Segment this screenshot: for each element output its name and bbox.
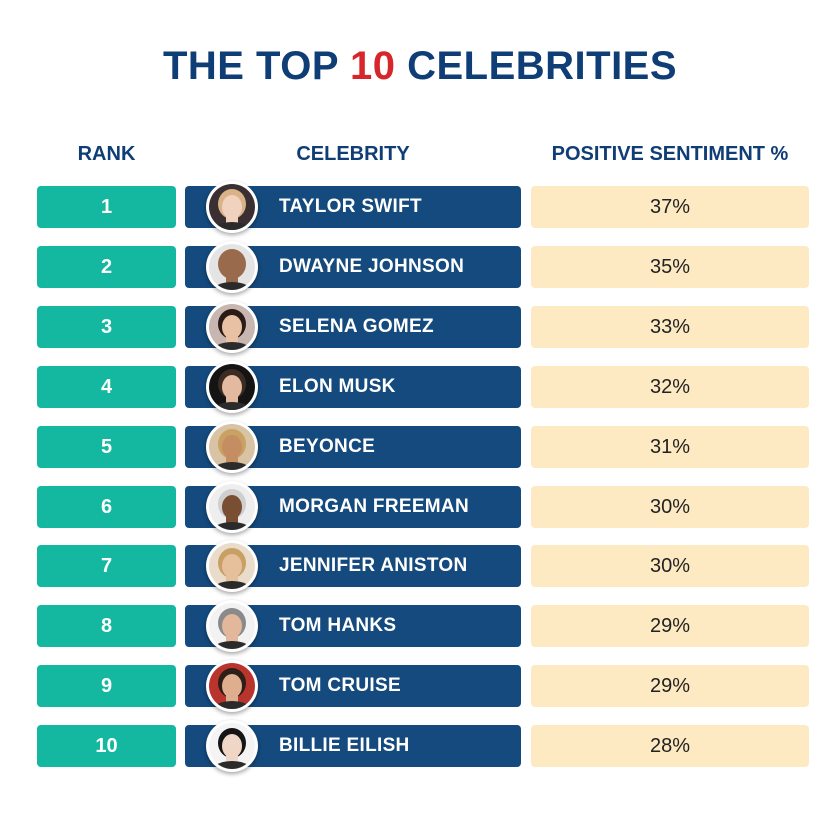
rank-cell: 6 (37, 486, 176, 528)
title-highlight: 10 (349, 44, 396, 88)
celebrity-photo (206, 720, 258, 772)
sentiment-cell: 37% (531, 186, 809, 228)
title-part-2: CELEBRITIES (395, 44, 678, 88)
celebrity-name: TOM CRUISE (279, 675, 401, 696)
portrait-icon (209, 663, 255, 709)
page-title: THE TOP 10 CELEBRITIES (0, 44, 840, 89)
header-rank: RANK (77, 143, 136, 165)
table-row: 1 TAYLOR SWIFT 37% (0, 181, 840, 233)
title-part-1: THE TOP (162, 44, 350, 88)
sentiment-cell: 35% (531, 246, 809, 288)
celebrity-name: ELON MUSK (279, 376, 396, 397)
portrait-icon (209, 364, 255, 410)
table-row: 6 MORGAN FREEMAN 30% (0, 481, 840, 533)
celebrity-name: SELENA GOMEZ (279, 316, 434, 337)
sentiment-cell: 29% (531, 665, 809, 707)
table-row: 9 TOM CRUISE 29% (0, 660, 840, 712)
table-row: 7 JENNIFER ANISTON 30% (0, 540, 840, 592)
table-row: 2 DWAYNE JOHNSON 35% (0, 241, 840, 293)
header-sentiment: POSITIVE SENTIMENT % (551, 143, 789, 165)
portrait-icon (209, 424, 255, 470)
celebrity-photo (206, 181, 258, 233)
portrait-icon (209, 184, 255, 230)
table-row: 8 TOM HANKS 29% (0, 600, 840, 652)
sentiment-cell: 30% (531, 486, 809, 528)
table-row: 3 SELENA GOMEZ 33% (0, 301, 840, 353)
header-celebrity: CELEBRITY (296, 143, 410, 165)
celebrity-name: BILLIE EILISH (279, 735, 410, 756)
table-row: 4 ELON MUSK 32% (0, 361, 840, 413)
portrait-icon (209, 304, 255, 350)
portrait-icon (209, 484, 255, 530)
rank-cell: 5 (37, 426, 176, 468)
celebrity-name: JENNIFER ANISTON (279, 555, 468, 576)
celebrity-photo (206, 421, 258, 473)
sentiment-cell: 30% (531, 545, 809, 587)
portrait-icon (209, 723, 255, 769)
sentiment-cell: 32% (531, 366, 809, 408)
rank-cell: 7 (37, 545, 176, 587)
sentiment-cell: 33% (531, 306, 809, 348)
portrait-icon (209, 244, 255, 290)
celebrity-photo (206, 241, 258, 293)
celebrity-photo (206, 361, 258, 413)
rank-cell: 10 (37, 725, 176, 767)
celebrity-photo (206, 540, 258, 592)
celebrity-name: DWAYNE JOHNSON (279, 256, 465, 277)
portrait-icon (209, 543, 255, 589)
rank-cell: 1 (37, 186, 176, 228)
celebrity-name: TOM HANKS (279, 615, 397, 636)
rank-cell: 2 (37, 246, 176, 288)
celebrity-photo (206, 481, 258, 533)
rank-cell: 3 (37, 306, 176, 348)
sentiment-cell: 28% (531, 725, 809, 767)
rank-cell: 9 (37, 665, 176, 707)
celebrity-name: MORGAN FREEMAN (279, 496, 469, 517)
celebrity-photo (206, 660, 258, 712)
table-row: 10 BILLIE EILISH 28% (0, 720, 840, 772)
sentiment-cell: 31% (531, 426, 809, 468)
celebrity-photo (206, 600, 258, 652)
portrait-icon (209, 603, 255, 649)
rank-cell: 8 (37, 605, 176, 647)
celebrity-name: BEYONCE (279, 436, 376, 457)
rank-cell: 4 (37, 366, 176, 408)
sentiment-cell: 29% (531, 605, 809, 647)
table-row: 5 BEYONCE 31% (0, 421, 840, 473)
celebrity-name: TAYLOR SWIFT (279, 196, 422, 217)
celebrity-photo (206, 301, 258, 353)
